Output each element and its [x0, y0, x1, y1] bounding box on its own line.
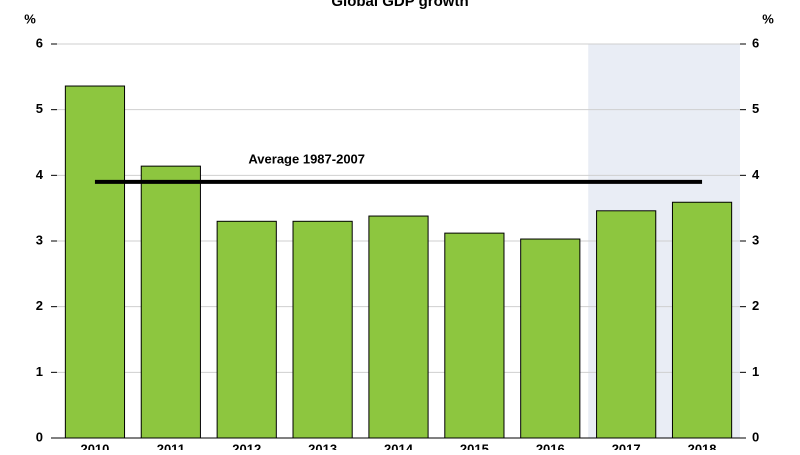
bar — [520, 238, 581, 439]
x-tick-label: 2016 — [536, 441, 565, 450]
reference-line-label: Average 1987-2007 — [248, 151, 365, 166]
y2-tick-label: 6 — [752, 35, 759, 50]
x-tick-label: 2013 — [308, 441, 337, 450]
y-axis-label: % — [24, 11, 36, 26]
bar — [671, 201, 733, 439]
y2-tick-label: 3 — [752, 232, 759, 247]
y-tick-label: 1 — [36, 364, 43, 379]
x-tick-label: 2011 — [157, 441, 185, 450]
y-tick-label: 4 — [36, 167, 44, 182]
y-tick-label: 0 — [36, 429, 43, 444]
x-tick-label: 2018 — [688, 441, 717, 450]
y-tick-label: 2 — [36, 298, 43, 313]
y-tick-label: 6 — [36, 35, 43, 50]
y2-tick-label: 0 — [752, 429, 759, 444]
x-tick-label: 2017 — [612, 441, 641, 450]
x-tick-label: 2014 — [384, 441, 414, 450]
x-tick-label: 2015 — [460, 441, 489, 450]
y2-tick-label: 5 — [752, 101, 759, 116]
bar — [216, 220, 277, 439]
y-tick-label: 3 — [36, 232, 43, 247]
y2-tick-label: 2 — [752, 298, 759, 313]
y2-tick-label: 4 — [752, 167, 760, 182]
y2-axis-label: % — [762, 11, 774, 26]
bar — [444, 232, 505, 439]
chart-title: Global GDP growth — [331, 0, 468, 10]
bar — [368, 215, 429, 439]
y-tick-label: 5 — [36, 101, 43, 116]
bar — [292, 220, 353, 439]
bar — [596, 210, 657, 439]
y2-tick-label: 1 — [752, 364, 759, 379]
x-tick-label: 2012 — [232, 441, 261, 450]
x-tick-label: 2010 — [80, 441, 109, 450]
bar — [140, 165, 201, 439]
bar — [64, 85, 126, 439]
